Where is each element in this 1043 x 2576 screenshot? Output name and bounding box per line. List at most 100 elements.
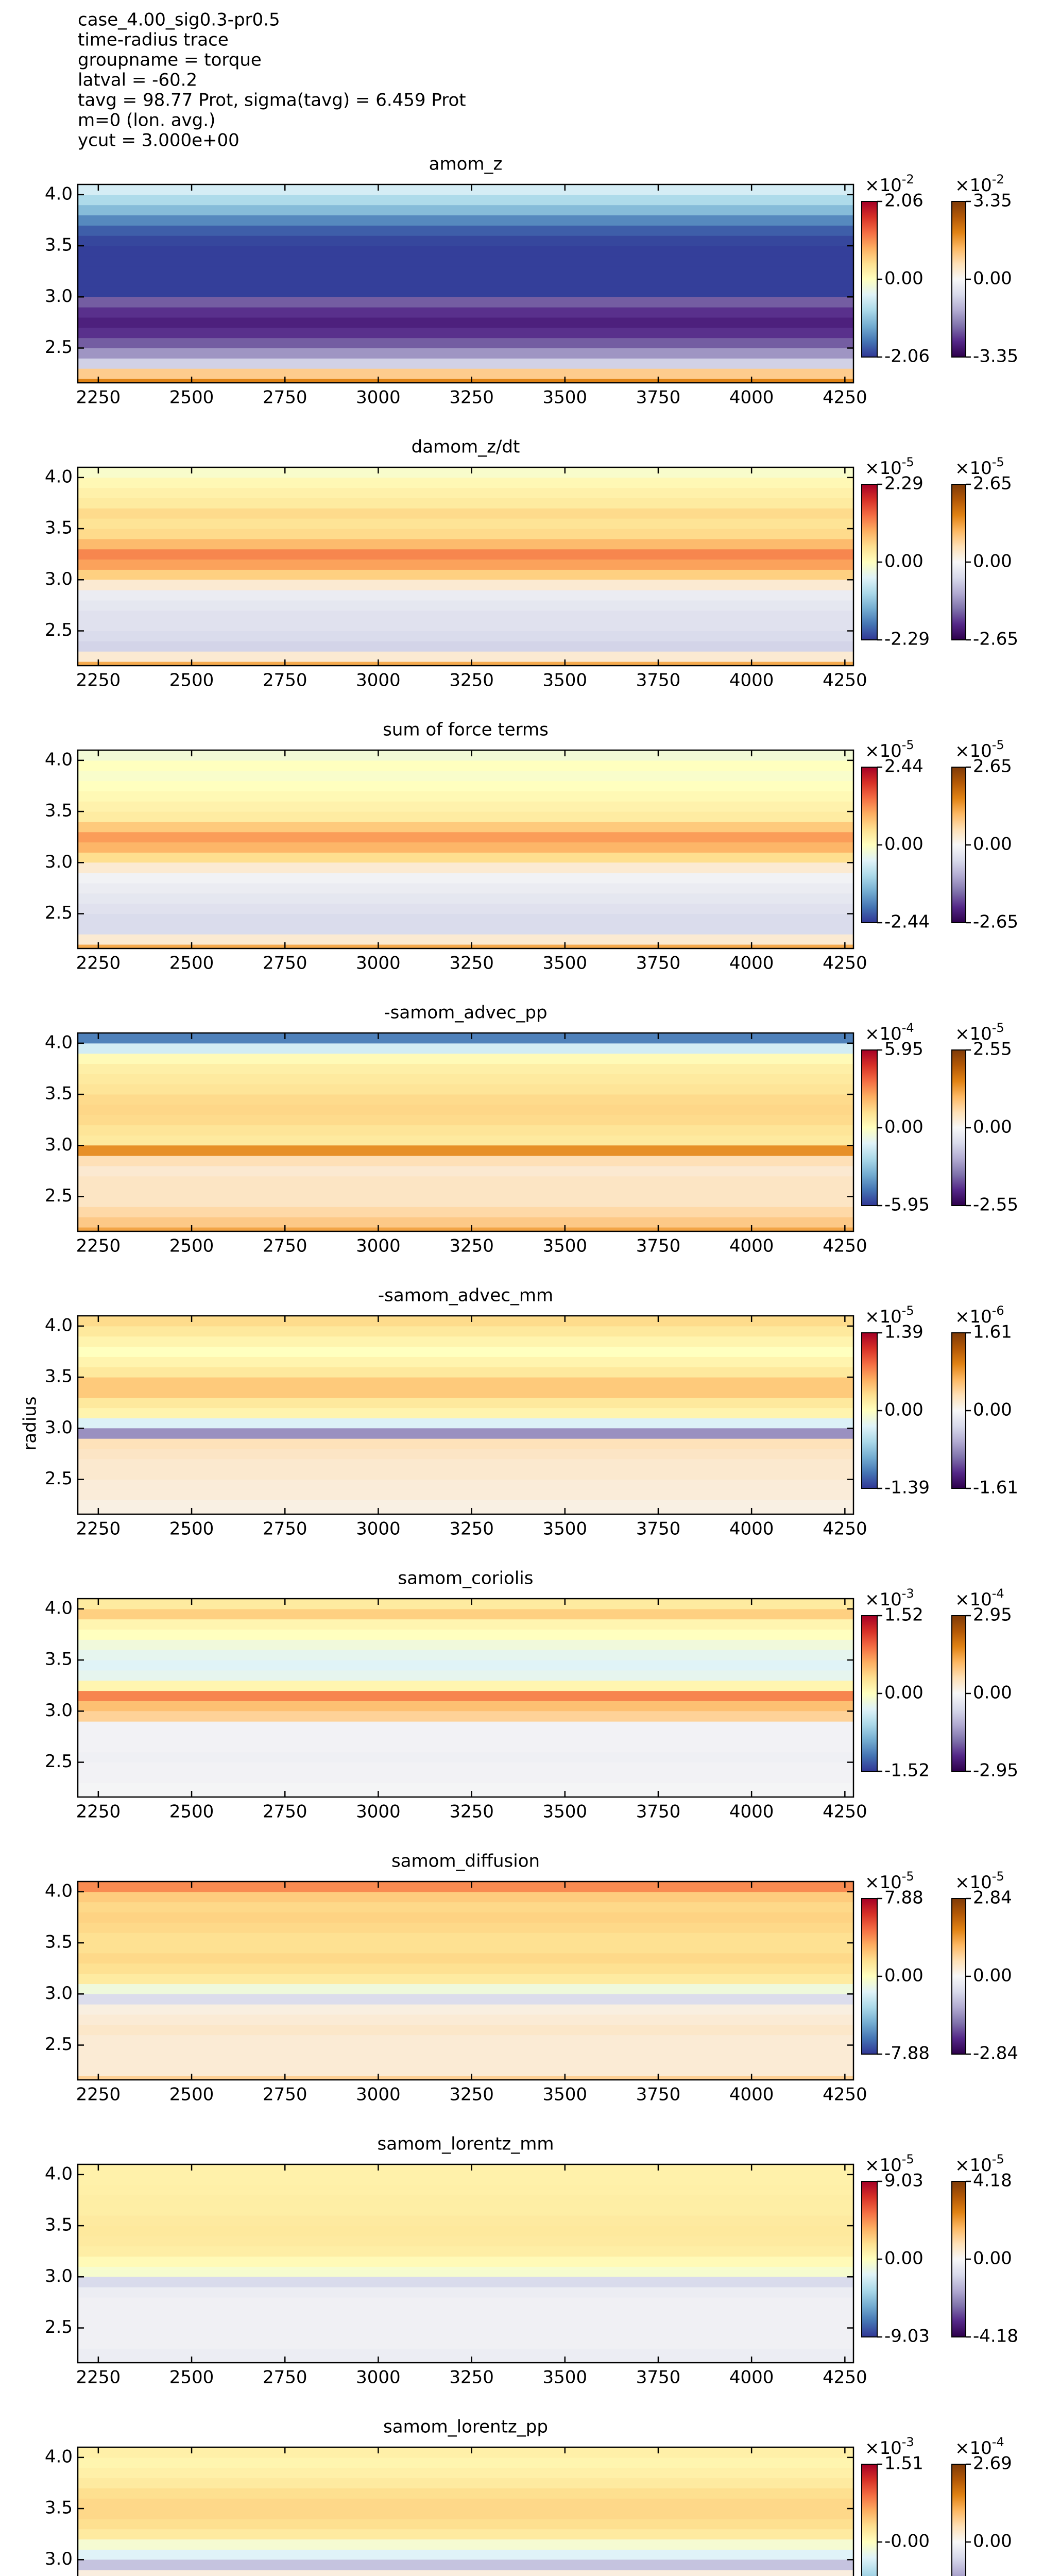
heatmap-row [78,184,853,195]
plot-frame [77,749,854,950]
heatmap-row [78,873,853,884]
heatmap-row [78,368,853,379]
heatmap-row [78,1227,853,1231]
y-tick-label: 3.0 [45,2266,73,2286]
x-tick-label: 3000 [356,1236,401,1257]
heatmap-row [78,1912,853,1923]
colorbar [951,484,966,640]
heatmap-row [78,559,853,570]
heatmap-row [78,781,853,791]
heatmap-row [78,1721,853,1732]
heatmap-row [78,2266,853,2277]
colorbar-multiplier-base: ×10 [955,741,992,761]
colorbar-multiplier: ×10-5 [865,2152,914,2176]
colorbar-tick-label: 2.65 [973,473,1012,494]
heatmap-row [78,1428,853,1439]
colorbar-tick-label: 1.39 [884,1322,924,1343]
y-tick-label: 2.5 [45,620,73,640]
plot-frame [77,1598,854,1798]
colorbar [861,1615,878,1772]
x-tick-label: 3750 [636,1236,681,1257]
heatmap-row [78,1043,853,1054]
plot-frame [77,2163,854,2364]
heatmap-row [78,1741,853,1753]
colorbar-tick-label: 4.18 [973,2171,1012,2191]
heatmap-row [78,1165,853,1177]
colorbar-multiplier-base: ×10 [865,1024,902,1044]
heatmap-row [78,246,853,257]
x-tick-label: 4000 [729,953,774,974]
heatmap-row [78,2457,853,2468]
colorbar-tick-label: 0.00 [884,268,924,289]
x-tick-label: 3000 [356,387,401,408]
heatmap-row [78,327,853,338]
header-line: groupname = torque [78,50,262,71]
y-axis-label: radius [20,1396,41,1450]
heatmap-row [78,2287,853,2298]
heatmap-row [78,1973,853,1984]
heatmap [78,2164,853,2363]
colorbar-tick-label: -7.88 [884,2043,930,2064]
heatmap-row [78,1186,853,1197]
x-tick-label: 3250 [449,387,494,408]
x-tick-label: 2250 [76,387,121,408]
heatmap-row [78,2498,853,2509]
x-tick-label: 3500 [543,387,588,408]
colorbar-tick-label: 2.69 [973,2453,1012,2474]
colorbar-multiplier: ×10-5 [955,2152,1004,2176]
y-tick-label: 2.5 [45,1751,73,1772]
x-tick-label: 2250 [76,2084,121,2105]
heatmap-row [78,1670,853,1681]
colorbar-tick-label: 0.00 [884,1117,924,1138]
x-tick-label: 2750 [263,387,307,408]
heatmap-row [78,1459,853,1470]
colorbar-tick-label: -2.06 [884,346,930,367]
heatmap-row [78,1629,853,1640]
colorbar [861,1049,878,1206]
colorbar-tick-label: 2.29 [884,473,924,494]
y-tick-label: 4.0 [45,466,73,487]
x-tick-label: 4250 [823,2367,867,2388]
heatmap-row [78,205,853,216]
colorbar-multiplier: ×10-2 [955,172,1004,196]
heatmap-row [78,1377,853,1388]
x-tick-label: 3250 [449,670,494,691]
colorbar-tick-label: 0.00 [973,1400,1012,1420]
x-tick-label: 2750 [263,953,307,974]
heatmap-row [78,2174,853,2185]
colorbar-tick-label: -1.39 [884,1478,930,1498]
x-tick-label: 3500 [543,1802,588,1822]
x-tick-label: 3250 [449,1519,494,1539]
heatmap-row [78,1489,853,1500]
colorbar-tick-label: 0.00 [884,2248,924,2269]
heatmap-row [78,1207,853,1217]
colorbar-tick-label: 0.00 [973,1117,1012,1138]
heatmap-row [78,1891,853,1903]
colorbar [861,201,878,358]
colorbar-tick-label: 0.00 [973,2248,1012,2269]
heatmap-row [78,811,853,822]
heatmap [78,184,853,383]
heatmap-row [78,1680,853,1691]
chart-title: samom_lorentz_mm [378,2134,554,2155]
header-line: latval = -60.2 [78,70,197,91]
colorbar-multiplier: ×10-4 [955,2435,1004,2459]
heatmap-row [78,1063,853,1074]
colorbar-tick-label: 2.55 [973,1039,1012,1060]
x-tick-label: 2500 [169,2084,214,2105]
colorbar-multiplier-base: ×10 [865,2155,902,2176]
colorbar-tick-label: 2.65 [973,756,1012,777]
colorbar-multiplier: ×10-2 [865,172,914,196]
chart-title: -samom_advec_pp [384,1003,547,1023]
heatmap-row [78,337,853,349]
heatmap-row [78,1608,853,1620]
heatmap-row [78,801,853,812]
y-tick-label: 3.5 [45,2498,73,2518]
colorbar-multiplier-exponent: -5 [902,1869,914,1884]
heatmap-row [78,1196,853,1207]
heatmap-row [78,467,853,478]
colorbar-tick-label: 0.00 [973,2531,1012,2552]
y-tick-label: 3.5 [45,1083,73,1104]
x-tick-label: 4000 [729,387,774,408]
